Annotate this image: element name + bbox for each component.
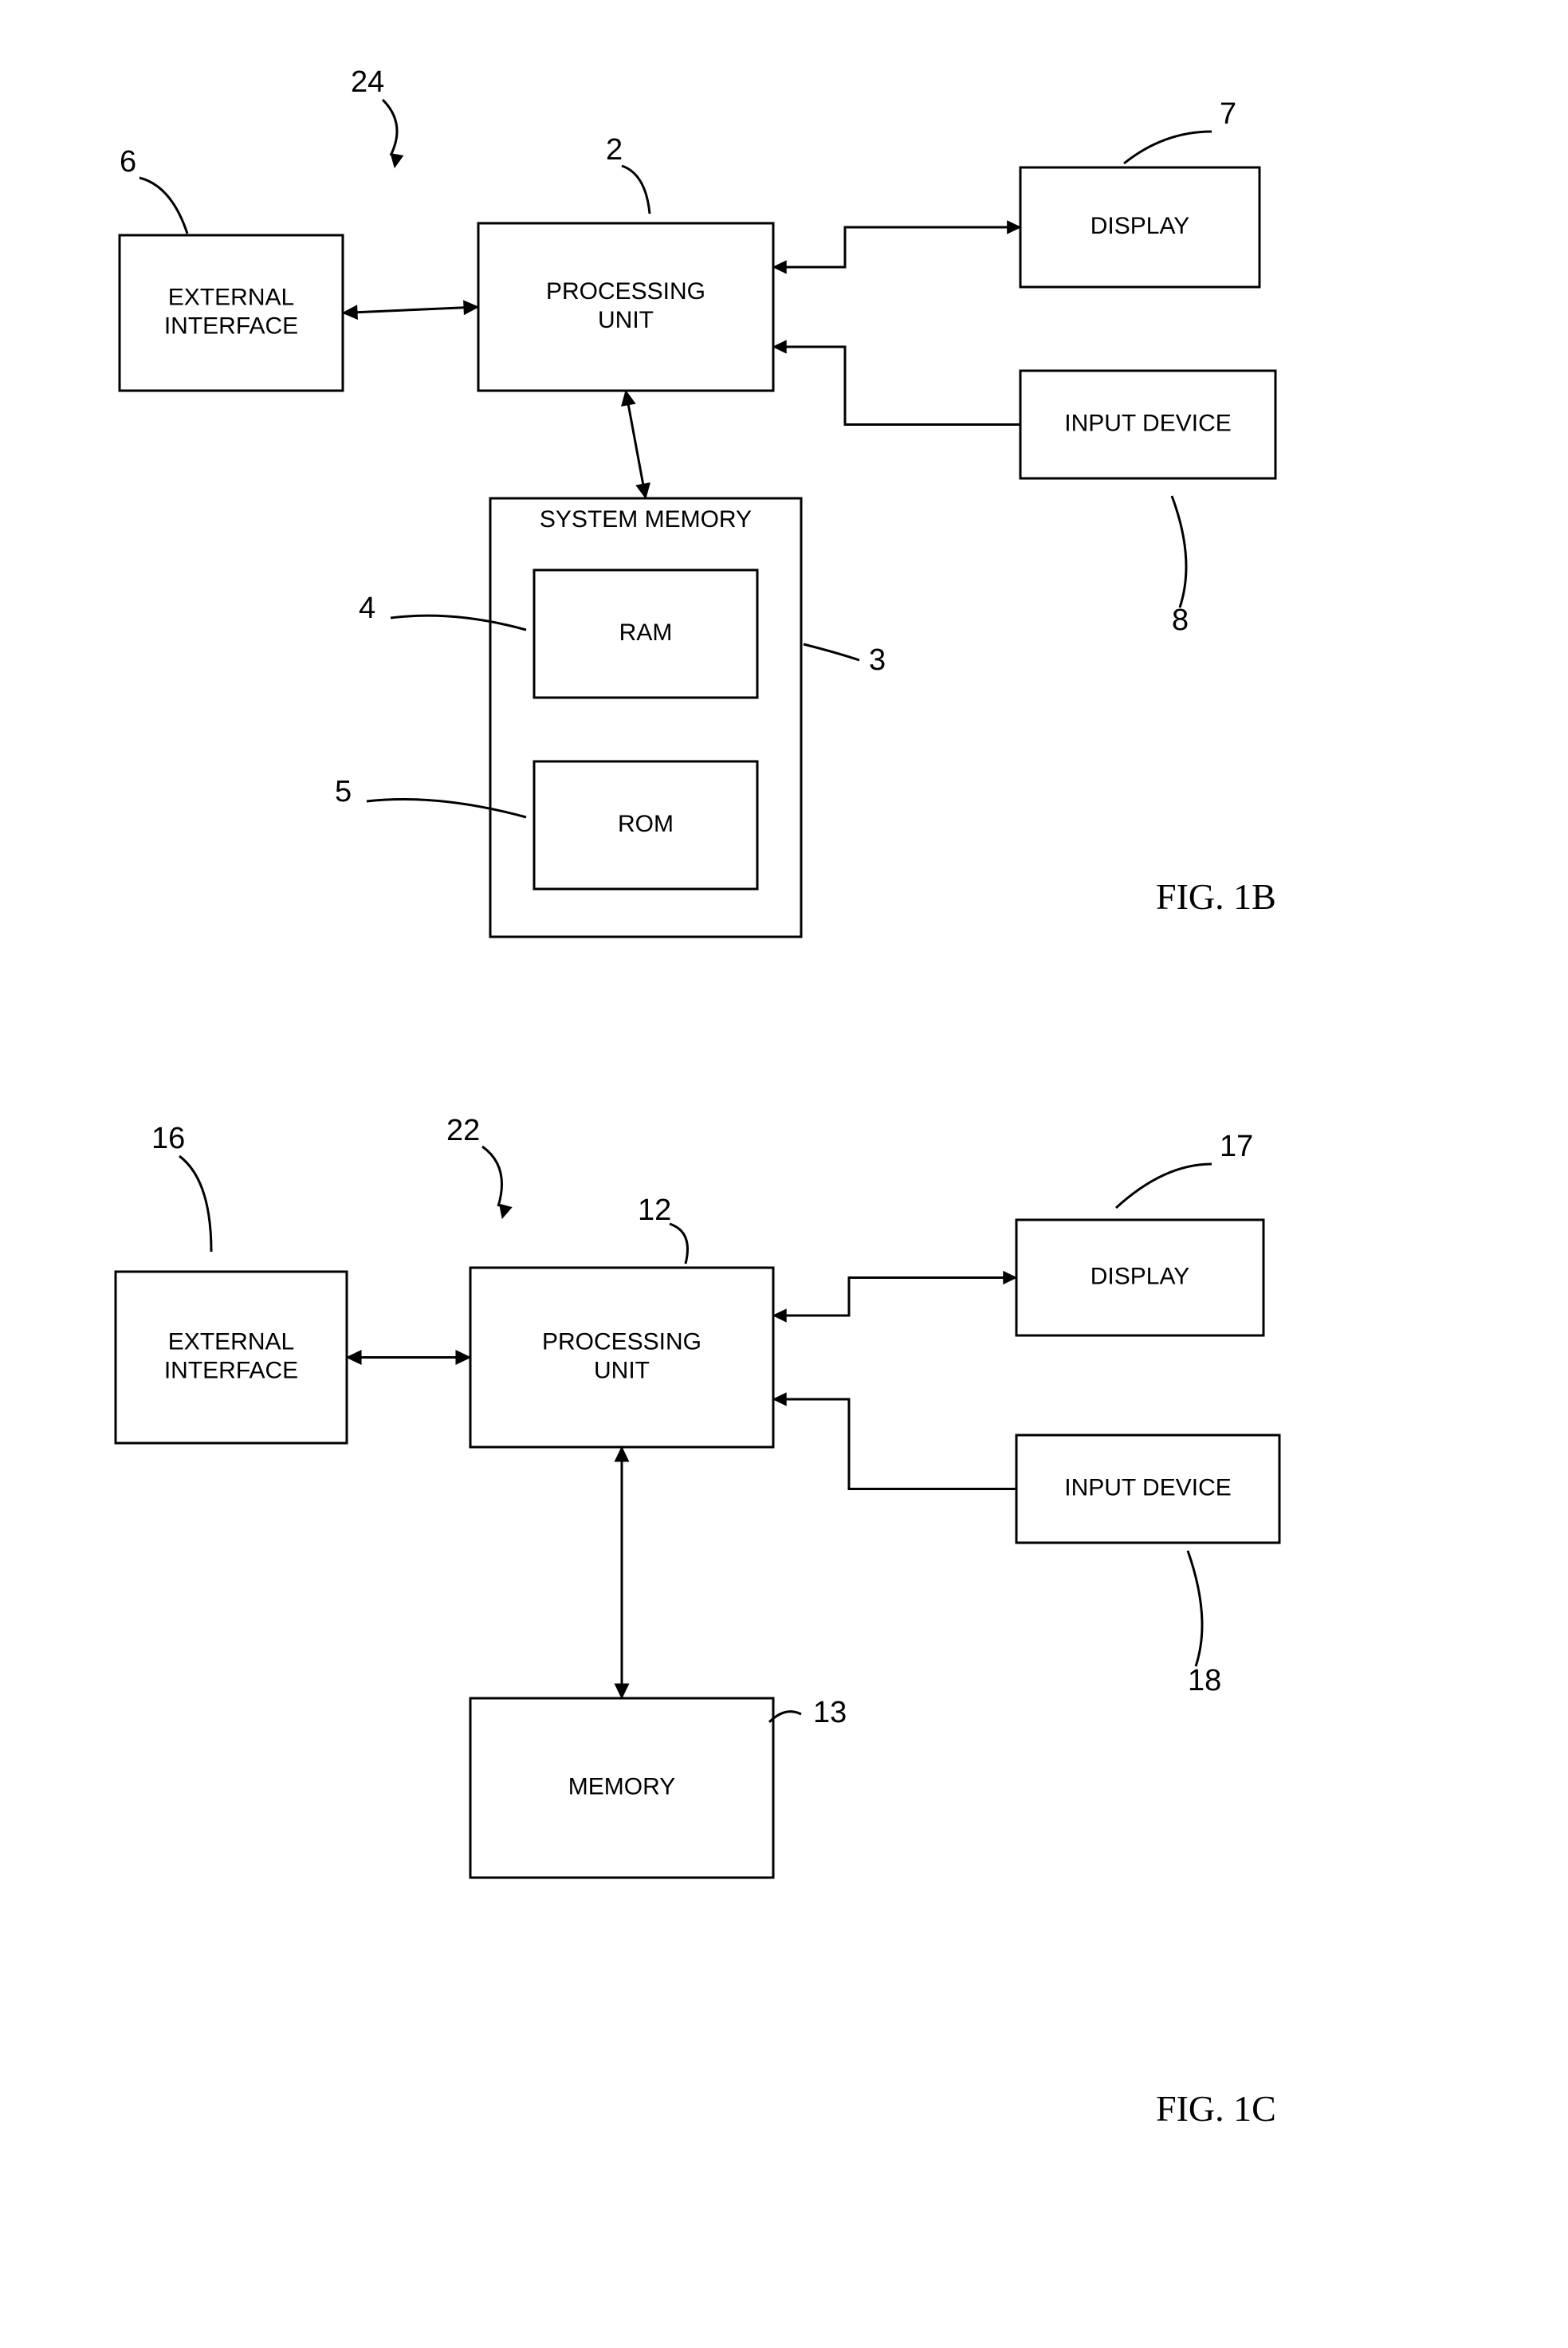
fig1c-display-box-label: DISPLAY bbox=[1091, 1263, 1190, 1289]
fig1b-ref-6: 6 bbox=[120, 145, 136, 179]
fig1c-leader-18 bbox=[1188, 1551, 1202, 1666]
arrowhead bbox=[773, 1309, 786, 1322]
fig1b-ref-4: 4 bbox=[359, 592, 375, 625]
fig1b-display-proc-line bbox=[773, 227, 1020, 267]
fig1c-ref-13: 13 bbox=[813, 1696, 847, 1729]
arrowhead bbox=[773, 340, 786, 353]
fig1c-leader-12 bbox=[670, 1224, 688, 1264]
fig1c-input-proc-line bbox=[773, 1399, 1016, 1489]
fig1b-display-box-label: DISPLAY bbox=[1091, 213, 1190, 239]
fig1c-ref-18: 18 bbox=[1188, 1664, 1221, 1697]
arrowhead bbox=[391, 154, 403, 167]
fig1b-ref-5: 5 bbox=[335, 775, 352, 808]
arrowhead bbox=[464, 301, 478, 314]
fig1b-leader-3 bbox=[804, 644, 859, 660]
fig1b-ref-2: 2 bbox=[606, 133, 623, 167]
fig1c-processing-unit-box-label: UNIT bbox=[594, 1357, 650, 1383]
fig1b-system-memory-box-title: SYSTEM MEMORY bbox=[540, 506, 752, 533]
arrowhead bbox=[1004, 1272, 1016, 1284]
arrowhead bbox=[347, 1351, 361, 1364]
fig1c-ref-17: 17 bbox=[1220, 1130, 1253, 1163]
fig1b-ram-box-label: RAM bbox=[619, 619, 673, 646]
fig1b-leader-6 bbox=[140, 178, 187, 234]
arrowhead bbox=[773, 1393, 786, 1406]
fig1b-ref-24: 24 bbox=[351, 65, 384, 99]
arrowhead bbox=[622, 391, 635, 406]
fig1c-caption: FIG. 1C bbox=[1156, 2088, 1276, 2129]
fig1c-external-interface-box-label: EXTERNAL bbox=[168, 1328, 294, 1355]
fig1b-external-interface-box-label: INTERFACE bbox=[164, 313, 298, 339]
fig1c-processing-unit-box-label: PROCESSING bbox=[542, 1328, 701, 1355]
fig1c-ref-16: 16 bbox=[151, 1122, 185, 1155]
fig1c-leader-16 bbox=[179, 1156, 211, 1252]
arrowhead bbox=[456, 1351, 470, 1364]
arrowhead bbox=[615, 1447, 628, 1461]
arrowhead bbox=[500, 1204, 512, 1218]
fig1b-ref-7: 7 bbox=[1220, 97, 1236, 131]
arrowhead bbox=[343, 305, 357, 319]
fig1c-ref-22: 22 bbox=[446, 1114, 480, 1147]
arrowhead bbox=[636, 483, 650, 498]
fig1b-input-proc-line bbox=[773, 347, 1020, 425]
fig1c-ref-12: 12 bbox=[638, 1194, 671, 1227]
fig1c-leader-22a bbox=[482, 1146, 502, 1206]
fig1b-external-interface-box-label: EXTERNAL bbox=[168, 284, 294, 310]
fig1b-leader-8 bbox=[1172, 496, 1186, 608]
arrowhead bbox=[1008, 221, 1020, 234]
arrowhead bbox=[773, 261, 786, 273]
fig1b-processing-unit-box-label: PROCESSING bbox=[546, 278, 705, 305]
arrowhead bbox=[615, 1684, 628, 1698]
fig1b-leader-2 bbox=[622, 166, 650, 214]
fig1b-rom-box-label: ROM bbox=[618, 811, 674, 837]
fig1b-leader-24a bbox=[383, 100, 397, 155]
fig1b-leader-7 bbox=[1124, 132, 1212, 163]
fig1b-processing-unit-box-label: UNIT bbox=[598, 307, 654, 333]
fig1b-ref-8: 8 bbox=[1172, 604, 1189, 637]
fig1b-input-device-box-label: INPUT DEVICE bbox=[1064, 410, 1232, 436]
fig1c-memory-box-label: MEMORY bbox=[568, 1773, 675, 1799]
fig1b-caption: FIG. 1B bbox=[1156, 876, 1276, 917]
fig1c-leader-17 bbox=[1116, 1164, 1212, 1208]
fig1b-ref-3: 3 bbox=[869, 643, 886, 677]
fig1c-input-device-box-label: INPUT DEVICE bbox=[1064, 1474, 1232, 1500]
fig1c-external-interface-box-label: INTERFACE bbox=[164, 1357, 298, 1383]
fig1c-display-proc-line bbox=[773, 1278, 1016, 1316]
fig1b-extif-proc-arrow bbox=[343, 307, 478, 313]
fig1b-proc-sysmem-arrow bbox=[626, 391, 646, 498]
